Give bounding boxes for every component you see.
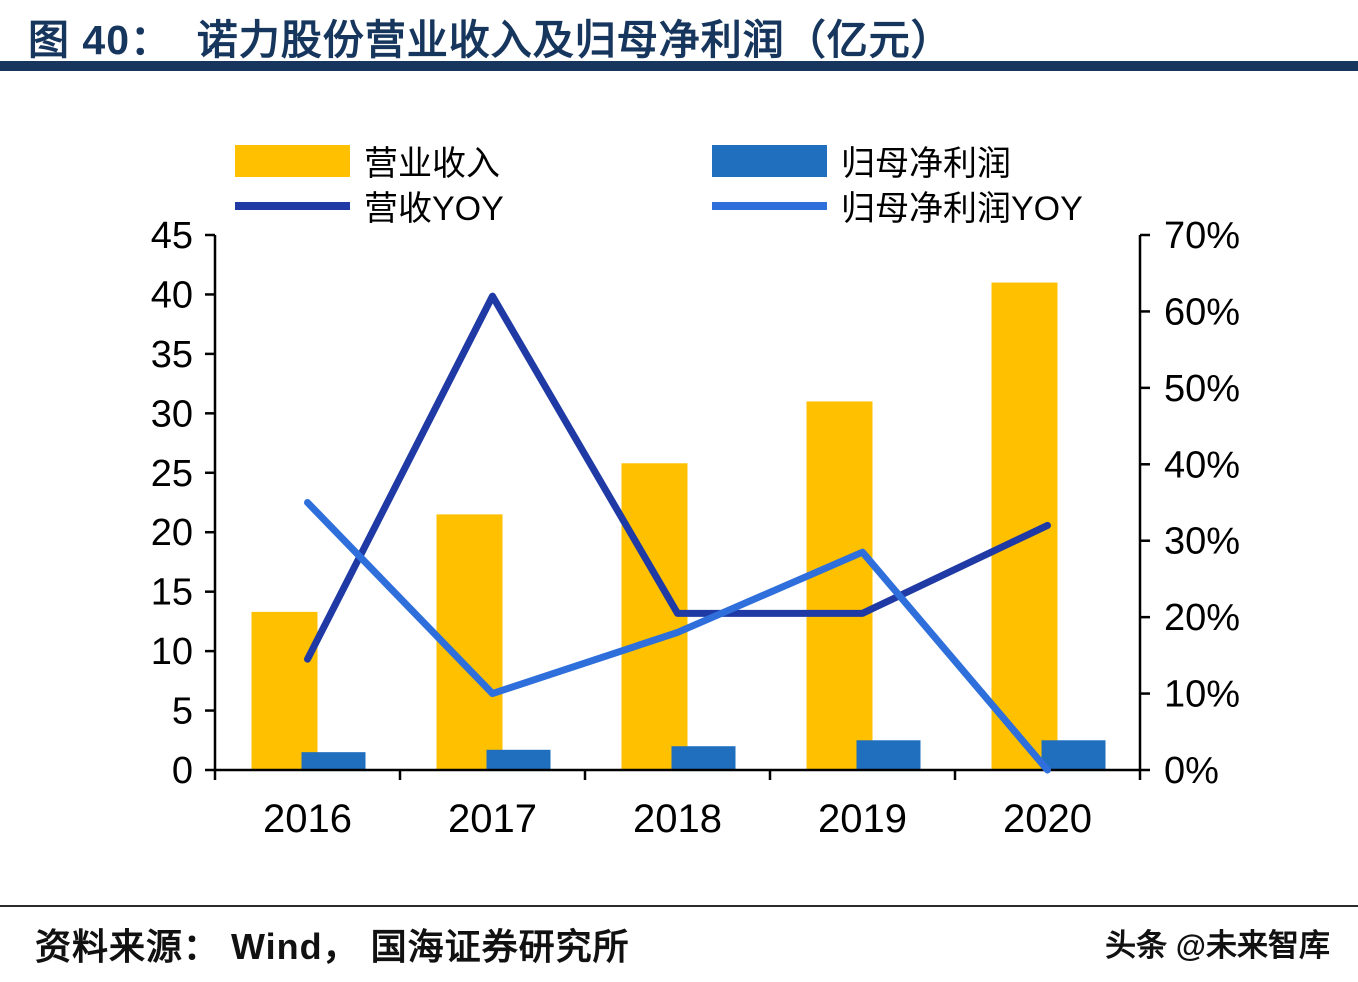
- left-axis-tick-label: 20: [151, 512, 193, 554]
- right-axis-tick-label: 50%: [1164, 368, 1240, 410]
- x-axis-label-2018: 2018: [633, 797, 722, 841]
- right-axis-tick-label: 40%: [1164, 444, 1240, 486]
- left-axis-tick-label: 5: [172, 691, 193, 733]
- x-axis-label-2019: 2019: [818, 797, 907, 841]
- legend-item-revenue: 营业收入: [235, 136, 500, 185]
- bar-归母净利润-2020: [1041, 740, 1106, 770]
- x-axis-label-2017: 2017: [448, 797, 537, 841]
- right-axis-tick-label: 20%: [1164, 597, 1240, 639]
- revenue-yoy-line-swatch: [235, 201, 350, 210]
- source-attribution: 资料来源： Wind， 国海证券研究所: [35, 926, 630, 967]
- legend-label-revenue: 营业收入: [364, 145, 500, 183]
- legend-label-profit-yoy: 归母净利润YOY: [841, 190, 1083, 228]
- right-axis-tick-label: 10%: [1164, 674, 1240, 716]
- left-axis-tick-label: 0: [172, 750, 193, 792]
- left-axis-tick-label: 25: [151, 453, 193, 495]
- bar-营业收入-2016: [251, 611, 318, 770]
- line-营收YOY: [304, 292, 1051, 663]
- line-归母净利润YOY: [304, 499, 1051, 774]
- profit-bar-swatch: [712, 144, 827, 177]
- bar-归母净利润-2019: [856, 740, 921, 770]
- legend-item-revenue-yoy: 营收YOY: [235, 181, 504, 230]
- legend-item-profit: 归母净利润: [712, 136, 1011, 185]
- x-axis-label-2020: 2020: [1003, 797, 1092, 841]
- right-axis-tick-label: 60%: [1164, 291, 1240, 333]
- bar-营业收入-2019: [806, 401, 873, 770]
- right-axis-tick-label: 70%: [1164, 220, 1240, 257]
- title-underline: [0, 61, 1358, 71]
- bar-归母净利润-2016: [301, 752, 366, 770]
- left-axis-tick-label: 30: [151, 393, 193, 435]
- legend-label-revenue-yoy: 营收YOY: [364, 190, 504, 228]
- right-axis-tick-label: 0%: [1164, 750, 1219, 792]
- left-axis-tick-label: 10: [151, 631, 193, 673]
- combo-chart: 0 5 10 15 20 25 30 35 40 45 0% 10% 20% 30% 40% 50% 60% 70…: [151, 220, 1240, 841]
- footer-divider: [0, 905, 1358, 907]
- profit-yoy-line-swatch: [712, 201, 827, 210]
- legend-item-profit-yoy: 归母净利润YOY: [712, 181, 1083, 230]
- left-axis-tick-label: 40: [151, 274, 193, 316]
- left-axis-tick-label: 45: [151, 220, 193, 257]
- bar-归母净利润-2017: [486, 749, 551, 770]
- right-axis-tick-label: 30%: [1164, 521, 1240, 563]
- x-axis-label-2016: 2016: [263, 797, 352, 841]
- left-axis-tick-label: 15: [151, 572, 193, 614]
- bar-归母净利润-2018: [671, 746, 736, 770]
- figure-title: 图 40： 诺力股份营业收入及归母净利润（亿元）: [28, 17, 953, 63]
- left-axis-tick-label: 35: [151, 334, 193, 376]
- legend-label-profit: 归母净利润: [841, 145, 1011, 183]
- revenue-bar-swatch: [235, 144, 350, 177]
- watermark: 头条 @未来智库: [1105, 928, 1330, 963]
